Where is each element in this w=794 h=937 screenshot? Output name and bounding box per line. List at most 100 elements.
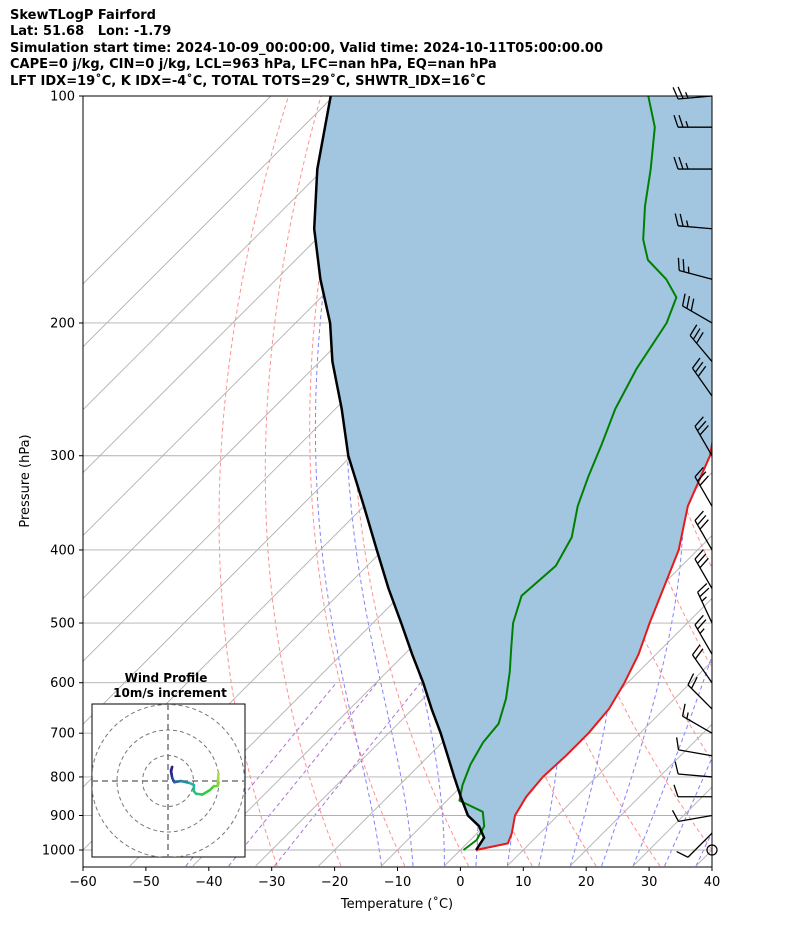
y-tick-label: 400 <box>50 543 75 558</box>
x-tick-label: 10 <box>515 875 532 890</box>
wind-barb-full <box>694 510 704 521</box>
x-tick-label: −20 <box>321 875 348 890</box>
wind-barb-staff <box>678 814 713 823</box>
wind-barb-full <box>682 259 685 272</box>
isotherm-line <box>83 96 272 285</box>
parcel-shaded-area <box>314 96 712 850</box>
wind-barb-staff <box>694 558 713 589</box>
wind-barb-full <box>690 298 695 312</box>
title-times: Simulation start time: 2024-10-09_00:00:… <box>10 40 603 56</box>
wind-barb <box>691 644 713 684</box>
wind-barb-full <box>674 213 679 226</box>
wind-barb-full <box>673 115 679 128</box>
title-location: Lat: 51.68 Lon: -1.79 <box>10 24 172 40</box>
wind-barb <box>697 583 713 624</box>
mixing-ratio-line <box>185 682 337 867</box>
wind-barb-staff <box>694 425 713 457</box>
hodograph-inset: Wind Profile 10m/s increment <box>91 671 246 858</box>
dry-adiabat-line <box>745 96 794 866</box>
x-tick-label: 40 <box>704 875 721 890</box>
wind-barb-staff <box>678 749 713 757</box>
x-tick-label: −30 <box>258 875 285 890</box>
wind-barb-full <box>676 737 680 750</box>
wind-barb-full <box>694 466 704 478</box>
y-tick-label: 200 <box>50 316 75 331</box>
wind-barb-full <box>690 676 698 689</box>
wind-barb-full <box>694 361 704 373</box>
y-tick-label: 300 <box>50 449 75 464</box>
wind-barb <box>694 614 713 655</box>
wind-barb <box>676 737 713 757</box>
wind-barb-full <box>697 420 707 432</box>
wind-barb-full <box>699 519 709 530</box>
wind-barb <box>694 549 713 589</box>
x-tick-label: 0 <box>456 875 464 890</box>
wind-barb <box>677 257 713 280</box>
y-tick-label: 500 <box>50 617 75 632</box>
dewpoint-line <box>458 96 678 851</box>
wind-barb-full <box>697 514 707 526</box>
wind-barb-staff <box>687 832 713 858</box>
wind-barb-half <box>687 266 690 274</box>
wind-barb <box>689 324 713 362</box>
wind-barb-full <box>696 332 704 344</box>
x-tick-label: −10 <box>384 875 411 890</box>
wind-barb <box>674 761 713 778</box>
wind-barb-full <box>686 295 691 309</box>
wind-barb-full <box>691 644 701 656</box>
hodograph-segment <box>179 779 191 785</box>
wind-barb-staff <box>678 225 713 230</box>
wind-barb-staff <box>678 269 713 280</box>
isotherm-line <box>569 723 712 867</box>
dry-adiabat-line <box>544 96 712 762</box>
wind-barb-full <box>697 583 708 593</box>
wind-barb-half <box>685 220 689 227</box>
wind-barb-full <box>671 809 680 822</box>
wind-barb <box>674 213 713 230</box>
wind-barb-full <box>697 365 707 377</box>
profile-lines-layer <box>312 96 712 851</box>
y-tick-label: 600 <box>50 676 75 691</box>
wind-barb-staff <box>694 624 713 655</box>
mixing-ratio-line <box>228 682 378 867</box>
wind-barb-full <box>694 416 704 427</box>
wind-barb <box>681 293 713 324</box>
hodograph-title: Wind Profile <box>125 671 208 685</box>
wind-barb-full <box>689 324 698 336</box>
wind-barb-full <box>674 761 679 775</box>
x-tick-label: 30 <box>641 875 658 890</box>
wind-barb <box>673 156 712 170</box>
wind-barb-full <box>697 471 707 482</box>
wind-barb-half <box>685 162 689 170</box>
wind-barb <box>673 115 712 128</box>
wind-barb-staff <box>678 773 713 778</box>
x-tick-label: −50 <box>132 875 159 890</box>
hodograph-segment <box>216 772 220 781</box>
wind-barb <box>687 673 713 710</box>
hodograph-segment <box>201 788 212 796</box>
wind-barb-staff <box>691 654 713 684</box>
isotherm-line <box>83 96 398 411</box>
dry-adiabat-line <box>777 96 794 866</box>
wind-barb-full <box>699 587 710 598</box>
wind-barb-full <box>687 673 695 686</box>
wind-barb <box>694 510 713 551</box>
y-tick-label: 1000 <box>42 844 75 859</box>
wind-barb-full <box>672 87 679 100</box>
parcel-line <box>312 96 486 851</box>
wind-barb-staff <box>697 591 713 624</box>
wind-barb <box>676 832 713 858</box>
wind-barb <box>671 809 713 823</box>
wind-barb <box>694 416 713 457</box>
wind-barb-full <box>697 619 707 630</box>
wind-barb-full <box>679 213 684 227</box>
title-instability: CAPE=0 j/kg, CIN=0 j/kg, LCL=963 hPa, LF… <box>10 57 497 73</box>
wind-barb-full <box>673 156 679 170</box>
dry-adiabat-line <box>711 96 712 104</box>
wind-barb-full <box>681 293 686 307</box>
wind-barb-full <box>678 115 684 128</box>
hodograph-subtitle: 10m/s increment <box>113 686 227 700</box>
wind-barb-full <box>678 156 684 170</box>
wind-barb <box>694 466 713 507</box>
x-tick-label: −60 <box>69 875 96 890</box>
